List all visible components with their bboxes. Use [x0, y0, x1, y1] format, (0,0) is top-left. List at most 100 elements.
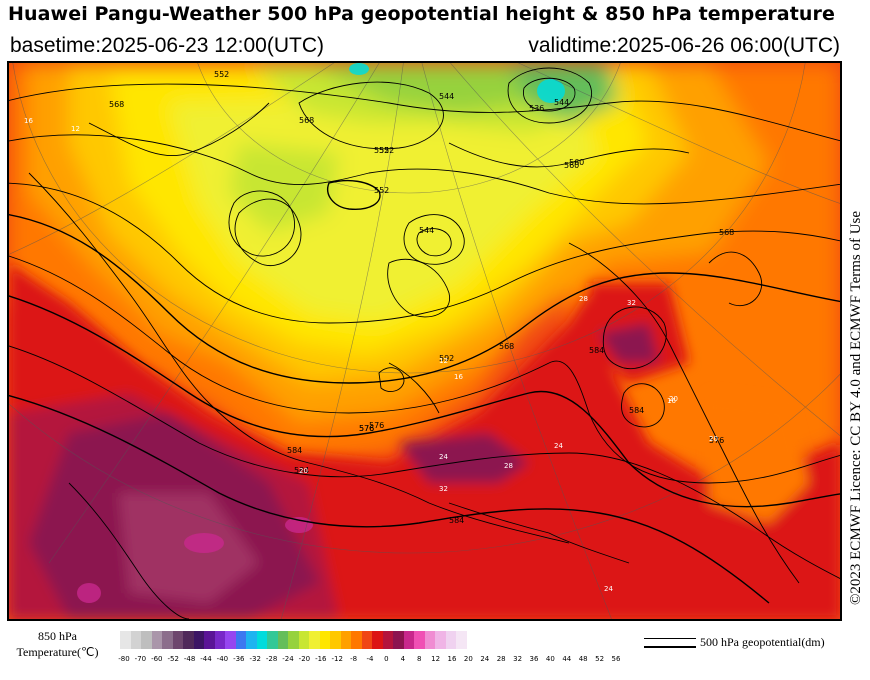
contour-label: 552 — [374, 186, 389, 195]
colorbar-tick-label: -32 — [249, 655, 261, 663]
contour-label: 584 — [629, 406, 644, 415]
colorbar-tick-label: 0 — [384, 655, 389, 663]
colorbar-swatch — [235, 631, 246, 649]
contour-label: 560 — [564, 161, 579, 170]
colorbar-swatch — [456, 631, 467, 649]
temperature-label: 20 — [669, 395, 678, 403]
colorbar-tick-label: -8 — [350, 655, 358, 663]
basetime-label: basetime:2025-06-23 12:00(UTC) — [10, 34, 324, 57]
colorbar-swatch — [424, 631, 435, 649]
colorbar-swatch — [162, 631, 173, 649]
contour-label-layer: 5525525445445365685685605525525445765765… — [109, 70, 734, 525]
colorbar-swatch — [256, 631, 267, 649]
colorbar-tick-label: -12 — [331, 655, 343, 663]
colorbar-swatch — [330, 631, 341, 649]
colorbar-swatch — [214, 631, 225, 649]
colorbar-swatch — [414, 631, 425, 649]
colorbar-tick-label: 8 — [416, 655, 422, 663]
colorbar-tick-label: -40 — [216, 655, 229, 663]
temperature-label: 28 — [579, 295, 588, 303]
colorbar-ticks: -80 -70 -60 -52 -48 -44 -40 -36 -32 -28 -24 -20 -16-… — [114, 655, 634, 667]
colorbar-tick-label: -60 — [151, 655, 163, 663]
legend-label-line1: 850 hPa — [38, 629, 77, 643]
colorbar-tick-label: -80 — [118, 655, 130, 663]
colorbar-swatch — [183, 631, 194, 649]
contour-label: 544 — [554, 98, 569, 107]
colorbar-swatch — [225, 631, 236, 649]
contour-label: 552 — [214, 70, 229, 79]
colorbar-tick-label: 36 — [529, 655, 539, 663]
colorbar-tick-label: 52 — [595, 655, 605, 663]
license-credit: ©2023 ECMWF Licence: CC BY 4.0 and ECMWF… — [848, 210, 864, 605]
colorbar-tick-label: -48 — [183, 655, 196, 663]
colorbar-tick-label: -28 — [265, 655, 278, 663]
colorbar-swatch — [193, 631, 204, 649]
colorbar-swatch — [267, 631, 278, 649]
colorbar-swatch — [141, 631, 152, 649]
contour-label: 560 — [569, 158, 584, 167]
temperature-label: 16 — [454, 373, 463, 381]
colorbar-swatch — [403, 631, 414, 649]
coastlines — [28, 102, 800, 619]
colorbar-tick-label: -24 — [282, 655, 294, 663]
contour-label: 576 — [369, 421, 384, 430]
contour-line-legend: 500 hPa geopotential(dm) — [640, 632, 870, 662]
temperature-label: 20 — [299, 467, 308, 475]
contour-label: 584 — [449, 516, 464, 525]
colorbar-tick-label: 20 — [463, 655, 473, 663]
colorbar-swatch — [340, 631, 351, 649]
thick-contour-sample — [644, 646, 696, 648]
contour-label: 544 — [439, 92, 454, 101]
contour-label: 568 — [719, 228, 734, 237]
colorbar-tick-label: 40 — [545, 655, 555, 663]
colorbar-tick-label: -4 — [366, 655, 374, 663]
contour-label: 568 — [499, 342, 514, 351]
legend-label-line2: Temperature(℃) — [16, 645, 99, 659]
colorbar-swatch — [246, 631, 257, 649]
colorbar-swatch — [298, 631, 309, 649]
colorbar-swatch — [382, 631, 393, 649]
colorbar-swatch — [120, 631, 131, 649]
contour-label: 552 — [379, 146, 394, 155]
colorbar-swatch — [435, 631, 446, 649]
contour-label: 536 — [529, 104, 544, 113]
colorbar-tick-label: -44 — [200, 655, 212, 663]
temperature-label: 24 — [439, 453, 448, 461]
colorbar-swatch — [172, 631, 183, 649]
colorbar-tick-label: -70 — [134, 655, 147, 663]
contour-label: 552 — [374, 146, 389, 155]
temperature-label: 20 — [709, 435, 718, 443]
contour-label: 584 — [589, 346, 604, 355]
temperature-label: 32 — [439, 485, 448, 493]
contour-legend-text: 500 hPa geopotential(dm) — [700, 635, 825, 649]
colorbar-swatch — [361, 631, 372, 649]
colorbar-tick-label: -52 — [167, 655, 179, 663]
colorbar-swatch — [151, 631, 162, 649]
colorbar-swatch — [277, 631, 288, 649]
graticule — [9, 63, 840, 619]
colorbar-tick-label: 28 — [496, 655, 506, 663]
contour-label: 544 — [419, 226, 434, 235]
contour-label: 576 — [359, 424, 374, 433]
colorbar-swatch — [288, 631, 299, 649]
temperature-label: 16 — [24, 117, 33, 125]
colorbar-tick-label: 56 — [611, 655, 621, 663]
temperature-label: 32 — [627, 299, 636, 307]
colorbar-tick-label: 24 — [480, 655, 490, 663]
colorbar-tick-label: 32 — [513, 655, 523, 663]
colorbar-tick-label: -20 — [298, 655, 311, 663]
colorbar-tick-label: -36 — [233, 655, 245, 663]
contour-label: 576 — [359, 424, 374, 433]
temperature-label: 24 — [604, 585, 613, 593]
validtime-label: validtime:2025-06-26 06:00(UTC) — [528, 34, 840, 57]
colorbar-tick-label: 48 — [578, 655, 588, 663]
colorbar-swatch — [309, 631, 320, 649]
temperature-label: 28 — [504, 462, 513, 470]
colorbar-tick-label: -16 — [315, 655, 327, 663]
contour-label: 584 — [287, 446, 302, 455]
contour-label: 584 — [294, 466, 309, 475]
temperature-colorbar — [120, 631, 467, 649]
contour-label: 592 — [439, 354, 454, 363]
contour-label: 568 — [109, 100, 124, 109]
